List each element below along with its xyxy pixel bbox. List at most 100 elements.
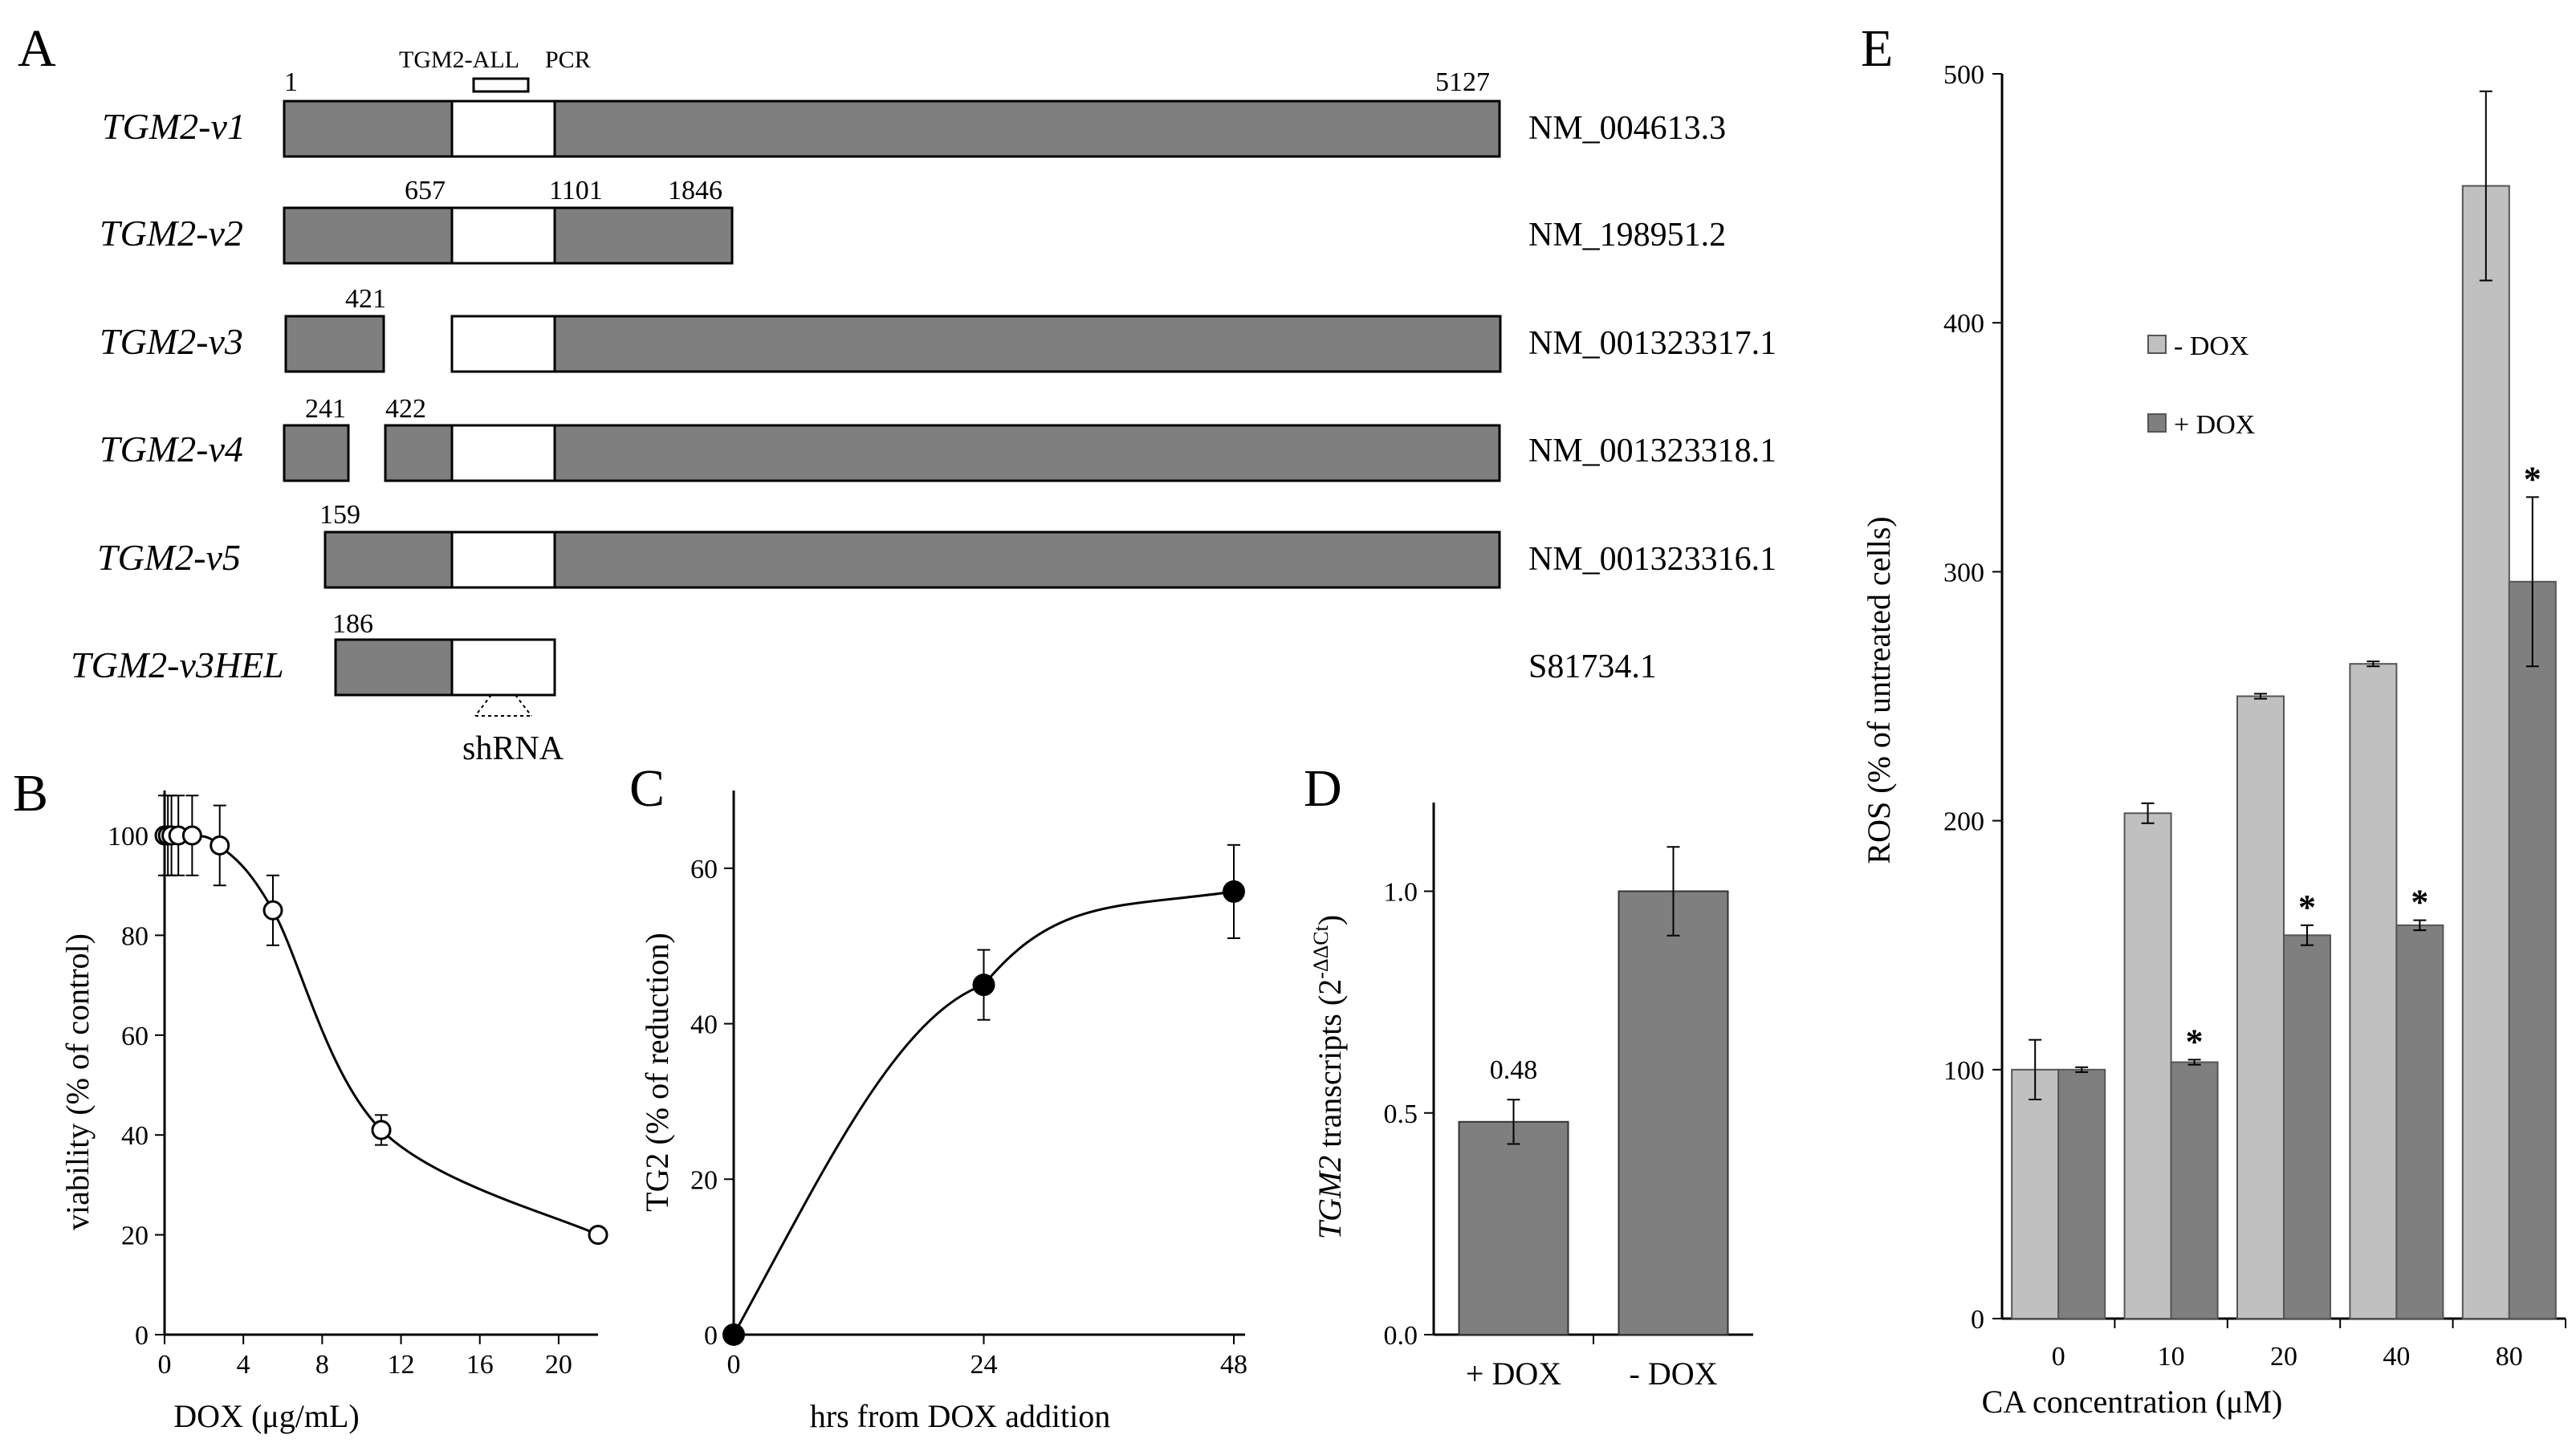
b-ytick-label: 0 bbox=[135, 1321, 149, 1351]
b-ytick-label: 40 bbox=[121, 1121, 149, 1151]
c-data-point bbox=[722, 1323, 745, 1346]
panel-b-letter: B bbox=[13, 764, 48, 823]
panel-c-xlabel: hrs from DOX addition bbox=[810, 1398, 1110, 1434]
e-ytick-label: 0 bbox=[1971, 1305, 1984, 1335]
e-category-label: 80 bbox=[2496, 1342, 2523, 1372]
e-category-label: 0 bbox=[2052, 1342, 2065, 1372]
v4-pos-422: 422 bbox=[385, 394, 426, 424]
panel-d-ylabel-end: ) bbox=[1312, 915, 1348, 925]
e-ytick-label: 300 bbox=[1943, 558, 1984, 587]
d-category-label: + DOX bbox=[1466, 1356, 1561, 1392]
e-ytick-label: 100 bbox=[1943, 1056, 1984, 1086]
b-xtick-label: 8 bbox=[315, 1350, 329, 1380]
b-data-point bbox=[210, 835, 230, 856]
e-bar-plus-dox bbox=[2057, 1068, 2106, 1320]
v3hel-target-region bbox=[450, 638, 556, 697]
e-category-label: 40 bbox=[2383, 1342, 2410, 1372]
b-fit-curve bbox=[165, 833, 599, 1236]
e-ytick-label: 200 bbox=[1943, 807, 1984, 837]
b-data-point bbox=[371, 1120, 392, 1140]
tgm2-all-label: TGM2-ALL bbox=[399, 47, 519, 73]
c-data-point bbox=[972, 974, 995, 997]
v3hel-pos-186: 186 bbox=[332, 609, 373, 639]
panel-d-plot: 0.0 0.5 1.0 + DOX - DOX 0.48 bbox=[1384, 803, 1753, 1392]
transcript-name-v3: TGM2-v3 bbox=[100, 321, 243, 362]
b-xtick-label: 16 bbox=[466, 1350, 494, 1380]
b-xtick-label: 12 bbox=[388, 1350, 415, 1380]
v2-pos-657: 657 bbox=[405, 176, 446, 205]
panel-e-xlabel: CA concentration (μM) bbox=[1982, 1384, 2283, 1420]
panel-d: D 0.0 0.5 1.0 + DOX - DOX 0.48 TGM2 transcrip… bbox=[1304, 759, 1753, 1392]
transcript-name-v4: TGM2-v4 bbox=[100, 429, 243, 469]
v1-target-region bbox=[450, 100, 556, 158]
v4-exon-left bbox=[283, 424, 350, 482]
e-ytick-label: 400 bbox=[1943, 309, 1984, 339]
v1-pos-start: 1 bbox=[284, 67, 298, 97]
c-ytick-label: 40 bbox=[690, 1010, 718, 1040]
v2-target-region bbox=[450, 206, 556, 265]
panel-c-letter: C bbox=[629, 759, 665, 818]
e-bar-plus-dox bbox=[2395, 924, 2444, 1320]
transcript-name-v1: TGM2-v1 bbox=[102, 106, 246, 147]
e-bar-minus-dox bbox=[2011, 1068, 2060, 1320]
panel-e: E 0 100 200 300 400 500 0 * 10 * 20 * 40 * 80 - DOX + DO… bbox=[1861, 19, 2566, 1420]
v5-accession: NM_001323316.1 bbox=[1528, 541, 1776, 578]
e-legend-swatch-plus-dox bbox=[2147, 413, 2167, 433]
v3-exon-right bbox=[553, 315, 1502, 373]
b-ytick-label: 80 bbox=[121, 921, 149, 951]
b-ytick-label: 60 bbox=[121, 1022, 149, 1051]
panel-d-letter: D bbox=[1304, 759, 1342, 818]
b-data-point bbox=[181, 825, 202, 846]
v3-accession: NM_001323317.1 bbox=[1528, 325, 1776, 362]
e-bar-minus-dox bbox=[2236, 695, 2285, 1319]
e-category-label: 10 bbox=[2158, 1342, 2185, 1372]
e-significance-marker: * bbox=[2298, 888, 2316, 927]
b-ytick-label: 20 bbox=[121, 1221, 149, 1251]
v4-pos-241: 241 bbox=[305, 394, 346, 424]
panel-d-ylabel-italic: TGM2 bbox=[1312, 1156, 1348, 1239]
d-ytick-label: 1.0 bbox=[1384, 878, 1418, 908]
panel-e-letter: E bbox=[1861, 19, 1893, 78]
c-xtick-label: 48 bbox=[1220, 1350, 1247, 1380]
b-ytick-label: 100 bbox=[108, 822, 149, 852]
e-bar-minus-dox bbox=[2349, 663, 2398, 1319]
v3-pos-421: 421 bbox=[345, 284, 386, 314]
transcript-name-v5: TGM2-v5 bbox=[97, 537, 241, 578]
b-xtick-label: 0 bbox=[158, 1350, 172, 1380]
b-xtick-label: 20 bbox=[545, 1350, 572, 1380]
v1-pos-end: 5127 bbox=[1435, 67, 1490, 97]
panel-c-ylabel: TG2 (% of reduction) bbox=[639, 933, 675, 1212]
panel-b: B 0 4 8 12 16 20 0 20 40 60 80 100 DOX (μg/mL) viab… bbox=[13, 764, 608, 1434]
c-fit-curve bbox=[732, 890, 1235, 1335]
panel-c: C 0 24 48 0 20 40 60 hrs from DOX addition TG2… bbox=[629, 759, 1247, 1434]
v5-pos-159: 159 bbox=[319, 500, 360, 530]
transcript-name-v3hel: TGM2-v3HEL bbox=[71, 644, 284, 685]
e-bar-plus-dox bbox=[2170, 1061, 2219, 1320]
panel-c-plot: 0 24 48 0 20 40 60 bbox=[690, 791, 1247, 1380]
v4-exon-right bbox=[384, 424, 1501, 482]
e-significance-marker: * bbox=[2524, 459, 2541, 498]
v3-target-region bbox=[450, 315, 556, 373]
transcript-name-v2: TGM2-v2 bbox=[100, 213, 243, 254]
e-bar-minus-dox bbox=[2123, 812, 2172, 1319]
e-bar-minus-dox bbox=[2461, 185, 2510, 1320]
v5-target-region bbox=[450, 530, 556, 589]
b-data-point bbox=[588, 1225, 608, 1246]
panel-a-letter: A bbox=[18, 19, 56, 78]
v3hel-accession: S81734.1 bbox=[1528, 648, 1657, 685]
c-ytick-label: 20 bbox=[690, 1165, 718, 1195]
e-bar-plus-dox bbox=[2508, 580, 2557, 1319]
panel-b-plot: 0 4 8 12 16 20 0 20 40 60 80 100 bbox=[108, 791, 608, 1380]
c-xtick-label: 24 bbox=[971, 1350, 998, 1380]
e-legend-label-plus-dox: + DOX bbox=[2174, 410, 2255, 440]
d-ytick-label: 0.0 bbox=[1384, 1321, 1418, 1351]
c-ytick-label: 60 bbox=[690, 855, 718, 884]
d-value-annotation: 0.48 bbox=[1490, 1055, 1538, 1085]
panel-e-plot: 0 100 200 300 400 500 0 * 10 * 20 * 40 * 80 - DOX + DOX bbox=[1943, 60, 2566, 1372]
v1-accession: NM_004613.3 bbox=[1528, 110, 1726, 147]
pcr-label: PCR bbox=[545, 47, 591, 73]
shrna-label: shRNA bbox=[462, 730, 564, 767]
pcr-amplicon bbox=[472, 77, 530, 93]
c-data-point bbox=[1223, 880, 1245, 903]
